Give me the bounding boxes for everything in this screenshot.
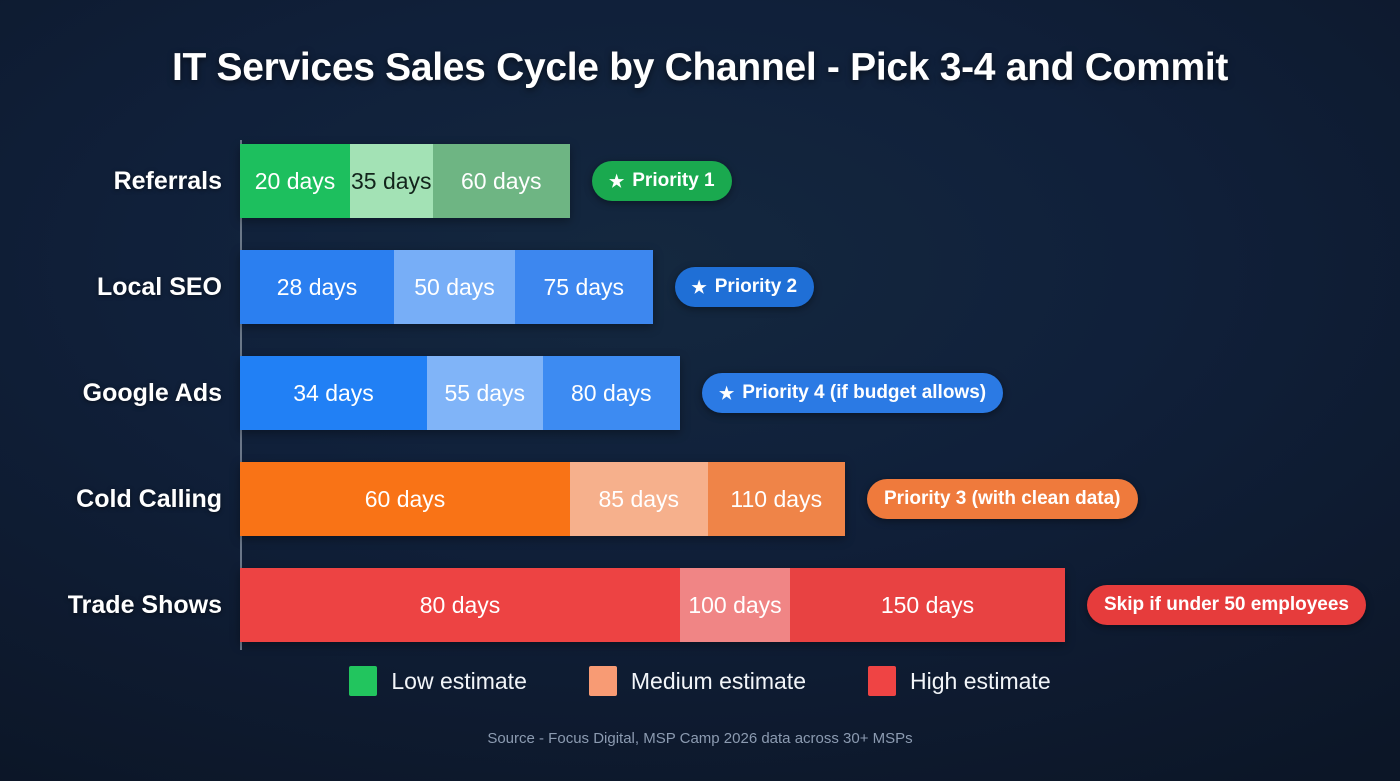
priority-badge-label: Skip if under 50 employees <box>1104 594 1349 615</box>
source-note: Source - Focus Digital, MSP Camp 2026 da… <box>487 730 913 747</box>
bar-segment-medium[interactable]: 55 days <box>427 356 543 430</box>
bar-segment-low[interactable]: 60 days <box>240 462 570 536</box>
bar-segment-medium[interactable]: 85 days <box>570 462 708 536</box>
legend-item: Low estimate <box>349 666 527 696</box>
stacked-bar[interactable]: 28 days 50 days 75 days <box>240 250 653 324</box>
chart-plot-area: Referrals 20 days 35 days 60 days ★ Priority … <box>0 128 1400 650</box>
star-icon: ★ <box>719 383 735 403</box>
category-label: Cold Calling <box>76 484 222 513</box>
priority-badge-label: Priority 3 (with clean data) <box>884 488 1121 509</box>
bar-segment-high[interactable]: 110 days <box>707 462 845 536</box>
bar-segment-medium[interactable]: 35 days <box>350 144 433 218</box>
bar-segment-high[interactable]: 60 days <box>432 144 570 218</box>
legend-label: High estimate <box>910 667 1051 694</box>
category-label: Referrals <box>113 166 222 195</box>
priority-badge-label: Priority 1 <box>632 170 715 191</box>
legend-label: Medium estimate <box>630 667 806 694</box>
chart-row: Google Ads 34 days 55 days 80 days ★ Priority… <box>0 356 1400 430</box>
priority-badge-label: Priority 4 (if budget allows) <box>742 382 987 403</box>
legend-swatch-medium-icon <box>588 666 617 696</box>
page-title: IT Services Sales Cycle by Channel - Pic… <box>171 46 1229 89</box>
priority-badge[interactable]: ★ Priority 1 <box>592 161 732 201</box>
legend-item: Medium estimate <box>588 666 806 696</box>
stacked-bar[interactable]: 20 days 35 days 60 days <box>240 144 570 218</box>
bar-segment-high[interactable]: 80 days <box>542 356 680 430</box>
star-icon: ★ <box>609 171 625 191</box>
category-label: Trade Shows <box>67 590 222 619</box>
category-label: Google Ads <box>82 378 222 407</box>
legend-item: High estimate <box>868 666 1051 696</box>
bar-segment-high[interactable]: 75 days <box>515 250 653 324</box>
chart-row: Cold Calling 60 days 85 days 110 days Priori… <box>0 462 1400 536</box>
chart-legend: Low estimate Medium estimate High estima… <box>0 666 1400 696</box>
bar-segment-low[interactable]: 28 days <box>240 250 394 324</box>
stacked-bar[interactable]: 80 days 100 days 150 days <box>240 568 1065 642</box>
legend-swatch-low-icon <box>349 666 378 696</box>
category-label: Local SEO <box>96 272 222 301</box>
chart-row: Referrals 20 days 35 days 60 days ★ Priority … <box>0 144 1400 218</box>
priority-badge[interactable]: Priority 3 (with clean data) <box>867 479 1138 519</box>
bar-segment-medium[interactable]: 100 days <box>680 568 790 642</box>
priority-badge[interactable]: Skip if under 50 employees <box>1087 585 1366 625</box>
priority-badge-label: Priority 2 <box>714 276 798 297</box>
bar-segment-low[interactable]: 34 days <box>240 356 427 430</box>
priority-badge[interactable]: ★ Priority 4 (if budget allows) <box>702 373 1004 413</box>
chart-row: Trade Shows 80 days 100 days 150 days Skip i… <box>0 568 1400 642</box>
star-icon: ★ <box>691 277 707 297</box>
bar-segment-medium[interactable]: 50 days <box>394 250 515 324</box>
bar-segment-low[interactable]: 20 days <box>240 144 350 218</box>
stacked-bar[interactable]: 34 days 55 days 80 days <box>240 356 680 430</box>
bar-segment-high[interactable]: 150 days <box>790 568 1065 642</box>
legend-label: Low estimate <box>391 667 527 694</box>
chart-row: Local SEO 28 days 50 days 75 days ★ Priority … <box>0 250 1400 324</box>
stacked-bar[interactable]: 60 days 85 days 110 days <box>240 462 845 536</box>
legend-swatch-high-icon <box>868 666 896 696</box>
bar-segment-low[interactable]: 80 days <box>240 568 680 642</box>
priority-badge[interactable]: ★ Priority 2 <box>674 267 815 307</box>
